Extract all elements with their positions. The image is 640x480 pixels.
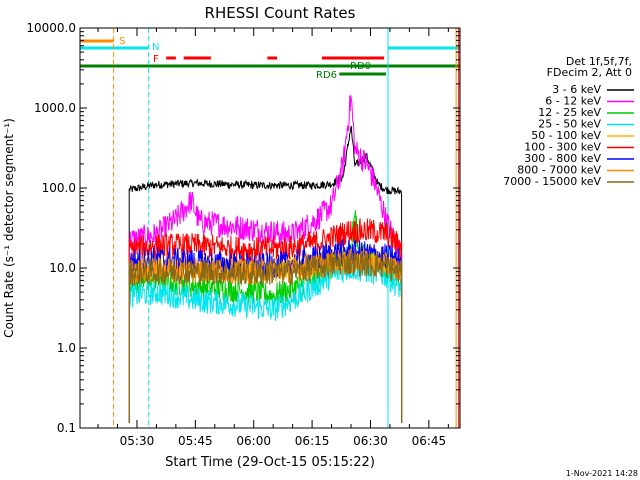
flag-bars: S NF RD0 RD6 <box>80 36 460 81</box>
x-tick-label: 06:00 <box>236 434 271 448</box>
series-line <box>128 257 403 423</box>
flag-label: F <box>153 54 159 65</box>
legend-label: 300 - 800 keV <box>524 152 601 165</box>
chart-title: RHESSI Count Rates <box>205 4 356 22</box>
legend-label: 3 - 6 keV <box>552 83 601 96</box>
x-tick-label: 05:45 <box>178 434 213 448</box>
legend-label: 7000 - 15000 keV <box>503 175 601 188</box>
legend-label: 25 - 50 keV <box>538 118 601 131</box>
flag-label: N <box>152 42 159 53</box>
legend-label: 50 - 100 keV <box>531 129 601 142</box>
y-tick-label: 0.1 <box>57 421 76 435</box>
legend-label: 100 - 300 keV <box>524 141 601 154</box>
x-tick-label: 05:30 <box>120 434 155 448</box>
y-axis: 0.1 1.0 10.0 100.0 1000.0 10000.0 <box>26 21 460 435</box>
series-line <box>128 125 403 423</box>
y-tick-label: 1.0 <box>57 341 76 355</box>
x-tick-label: 06:30 <box>353 434 388 448</box>
x-axis-label: Start Time (29-Oct-15 05:15:22) <box>165 455 375 470</box>
footer-timestamp: 1-Nov-2021 14:28 <box>566 469 638 478</box>
legend-label: 6 - 12 keV <box>545 95 601 108</box>
legend-label: 800 - 7000 keV <box>517 164 601 177</box>
y-axis-label: Count Rate (s⁻¹ detector segment⁻¹) <box>2 118 16 338</box>
series-lines <box>128 95 403 423</box>
x-tick-label: 06:45 <box>412 434 447 448</box>
y-tick-label: 10.0 <box>49 261 76 275</box>
vertical-markers <box>113 28 460 428</box>
x-axis: 05:30 05:45 06:00 06:15 06:30 06:45 <box>97 28 449 448</box>
legend-header: Det 1f,5f,7f, <box>566 55 632 68</box>
y-tick-label: 100.0 <box>42 181 76 195</box>
plot-frame <box>79 27 461 429</box>
series-line <box>128 252 403 423</box>
y-tick-label: 1000.0 <box>34 101 76 115</box>
flag-label: S <box>119 36 125 47</box>
legend-label: 12 - 25 keV <box>538 106 601 119</box>
series-line <box>128 95 403 423</box>
legend-header: FDecim 2, Att 0 <box>547 66 632 79</box>
flag-label: RD0 <box>350 61 371 72</box>
y-tick-label: 10000.0 <box>26 21 76 35</box>
flag-label: RD6 <box>316 70 337 81</box>
x-tick-label: 06:15 <box>295 434 330 448</box>
